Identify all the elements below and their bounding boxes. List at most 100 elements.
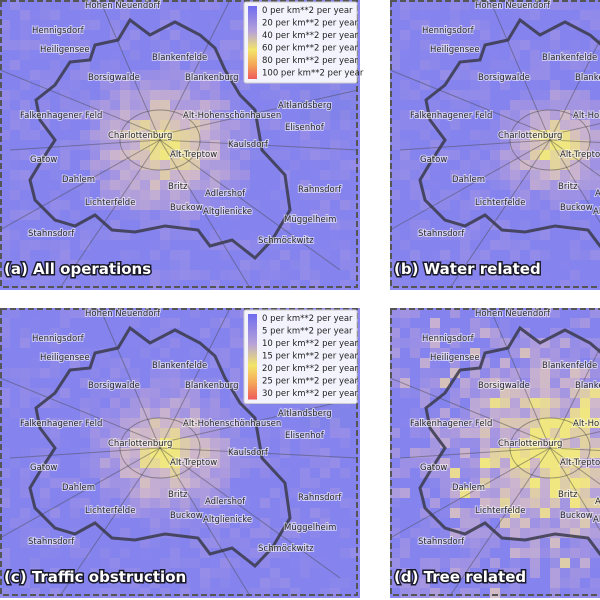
heat-cell xyxy=(590,110,600,120)
heat-cell xyxy=(490,170,500,180)
heat-cell xyxy=(570,240,580,250)
heat-cell xyxy=(170,80,180,90)
heat-cell xyxy=(80,0,90,10)
road xyxy=(9,139,359,151)
heat-cell xyxy=(260,478,270,488)
heat-cell xyxy=(580,348,590,358)
heat-cell xyxy=(220,338,230,348)
heat-cell xyxy=(170,160,180,170)
heat-cell xyxy=(490,368,500,378)
heat-cell xyxy=(490,240,500,250)
heat-cell xyxy=(40,90,50,100)
heat-cell xyxy=(200,180,210,190)
heat-cell xyxy=(0,50,10,60)
heat-cell xyxy=(550,578,560,588)
heat-cell xyxy=(500,180,510,190)
heat-cell xyxy=(470,518,480,528)
heat-cell xyxy=(420,260,430,270)
heat-cell xyxy=(200,280,210,290)
heat-cell xyxy=(100,518,110,528)
heat-cell xyxy=(40,40,50,50)
heat-cell xyxy=(410,180,420,190)
heat-cell xyxy=(180,70,190,80)
heat-cell xyxy=(170,458,180,468)
heat-cell xyxy=(500,588,510,598)
heat-cell xyxy=(180,90,190,100)
heat-cell xyxy=(460,468,470,478)
heat-cell xyxy=(160,368,170,378)
heat-cell xyxy=(0,190,10,200)
legend-label: 20 per km**2 per year xyxy=(262,364,358,374)
heat-cell xyxy=(470,508,480,518)
heat-cell xyxy=(10,348,20,358)
heat-cell xyxy=(530,160,540,170)
heat-cell xyxy=(310,588,320,598)
place-label: Gatow xyxy=(30,463,57,473)
heat-cell xyxy=(270,260,280,270)
heat-cell xyxy=(250,408,260,418)
heat-cell xyxy=(450,150,460,160)
heat-cell xyxy=(530,80,540,90)
heat-cell xyxy=(110,60,120,70)
heat-cell xyxy=(450,250,460,260)
heat-cell xyxy=(460,538,470,548)
heat-cell xyxy=(10,438,20,448)
heat-cell xyxy=(250,80,260,90)
legend-label: 40 per km**2 per year xyxy=(262,31,358,41)
heat-cell xyxy=(560,60,570,70)
heat-cell xyxy=(340,80,350,90)
heat-cell xyxy=(210,558,220,568)
heat-cell xyxy=(550,378,560,388)
heat-cell xyxy=(400,100,410,110)
heat-cell xyxy=(540,388,550,398)
heat-cell xyxy=(590,220,600,230)
heat-cell xyxy=(570,200,580,210)
heat-cell xyxy=(530,568,540,578)
heat-cell xyxy=(40,70,50,80)
heat-cell xyxy=(400,60,410,70)
heat-cell xyxy=(460,478,470,488)
place-label: Charlottenburg xyxy=(108,131,172,141)
heat-cell xyxy=(180,220,190,230)
heat-cell xyxy=(300,568,310,578)
heat-cell xyxy=(400,568,410,578)
heat-cell xyxy=(450,408,460,418)
heat-cell xyxy=(250,160,260,170)
heat-cell xyxy=(390,428,400,438)
heat-cell xyxy=(150,30,160,40)
heat-cell xyxy=(400,110,410,120)
heat-cell xyxy=(570,388,580,398)
heat-cell xyxy=(510,388,520,398)
panel-caption: (a) All operations xyxy=(4,260,151,278)
heat-cell xyxy=(70,20,80,30)
heat-cell xyxy=(90,338,100,348)
heat-cell xyxy=(150,100,160,110)
heat-cell xyxy=(260,270,270,280)
heat-cell xyxy=(230,20,240,30)
heat-cell xyxy=(560,130,570,140)
heat-cell xyxy=(470,478,480,488)
heat-cell xyxy=(40,528,50,538)
heat-cell xyxy=(270,220,280,230)
heat-cell xyxy=(410,90,420,100)
heat-cell xyxy=(100,368,110,378)
heat-cell xyxy=(60,150,70,160)
heat-cell xyxy=(540,160,550,170)
heat-cell xyxy=(310,578,320,588)
heat-cell xyxy=(390,270,400,280)
heat-cell xyxy=(60,398,70,408)
heat-cell xyxy=(480,318,490,328)
heat-cell xyxy=(150,458,160,468)
heat-cell xyxy=(200,398,210,408)
heat-cell xyxy=(300,230,310,240)
heat-cell xyxy=(200,90,210,100)
heat-cell xyxy=(320,408,330,418)
heat-cell xyxy=(520,478,530,488)
heat-cell xyxy=(40,60,50,70)
heat-cell xyxy=(420,110,430,120)
heat-cell xyxy=(90,100,100,110)
heat-cell xyxy=(410,100,420,110)
heat-cell xyxy=(470,210,480,220)
heat-cell xyxy=(520,270,530,280)
heat-cell xyxy=(400,80,410,90)
